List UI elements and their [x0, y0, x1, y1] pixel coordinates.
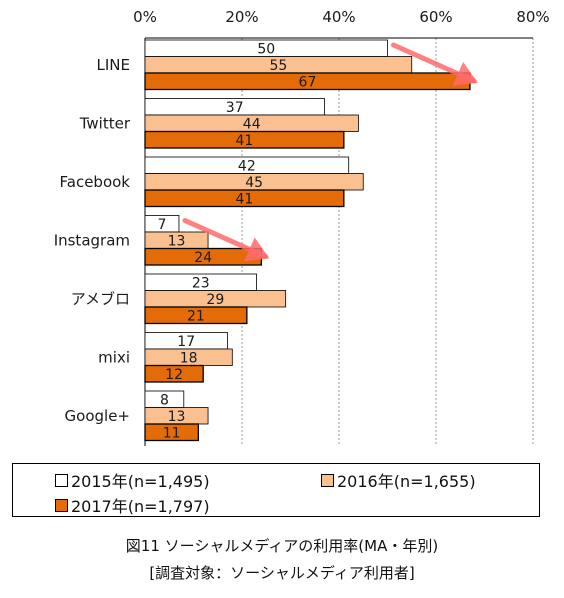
legend-swatch-2015: [55, 473, 68, 487]
bar-mixi-2: [144, 364, 204, 383]
category-labels: LINE Twitter Facebook Instagram アメブロ mixi Goog…: [54, 56, 131, 425]
bar-value-1-0: 37: [226, 100, 244, 116]
tick-label-40: 40%: [322, 8, 355, 26]
bar-value-2-0: 42: [238, 159, 256, 175]
bar-value-0-1: 55: [269, 58, 287, 74]
trend-arrows: [182, 42, 478, 262]
bar-value-5-0: 17: [177, 334, 195, 350]
bar-Facebook-2: [144, 189, 345, 208]
legend-label-2016: 2016年(n=1,655): [337, 472, 476, 491]
bar-value-3-2: 24: [194, 250, 212, 266]
bar-value-6-0: 8: [160, 393, 169, 409]
legend-label-2015: 2015年(n=1,495): [71, 472, 210, 491]
bar-value-5-2: 12: [165, 367, 183, 383]
tick-label-0: 0%: [133, 8, 157, 26]
x-axis-ticks: 0% 20% 40% 60% 80%: [133, 8, 550, 26]
legend-swatch-2016: [321, 473, 334, 487]
bar-value-4-1: 29: [206, 292, 224, 308]
bar-value-2-1: 45: [245, 175, 263, 191]
category-label-5: mixi: [98, 348, 130, 366]
bar-value-1-1: 44: [243, 117, 261, 133]
legend: 2015年(n=1,495) 2016年(n=1,655) 2017年(n=1,…: [12, 463, 540, 517]
bar-value-5-1: 18: [180, 351, 198, 367]
trend-arrow-head-0: [452, 62, 478, 86]
bar-value-1-2: 41: [236, 133, 254, 149]
legend-item-2015: 2015年(n=1,495): [55, 468, 210, 492]
bar-Twitter-2: [144, 130, 345, 149]
bar-value-6-1: 13: [168, 409, 186, 425]
category-label-1: Twitter: [79, 114, 131, 132]
figure-caption: 図11 ソーシャルメディアの利用率(MA・年別): [125, 537, 439, 555]
bar-アメブロ-2: [144, 306, 248, 325]
bar-value-0-2: 67: [299, 75, 317, 91]
bar-Google+-2: [144, 423, 199, 442]
bar-value-4-0: 23: [192, 276, 210, 292]
tick-label-80: 80%: [516, 8, 549, 26]
category-label-2: Facebook: [60, 173, 131, 191]
tick-label-20: 20%: [225, 8, 258, 26]
bar-chart: 0% 20% 40% 60% 80% LINE Twitter Facebook Instag…: [54, 8, 550, 446]
bar-value-2-2: 41: [236, 192, 254, 208]
category-label-0: LINE: [97, 56, 130, 74]
legend-swatch-2017: [55, 498, 68, 512]
trend-arrow-head-1: [244, 237, 270, 262]
bar-value-6-2: 11: [163, 426, 181, 442]
bar-value-4-2: 21: [187, 309, 205, 325]
bar-value-3-0: 7: [158, 217, 167, 233]
bar-value-3-1: 13: [168, 234, 186, 250]
bar-value-0-0: 50: [257, 42, 275, 58]
category-label-3: Instagram: [54, 231, 130, 249]
legend-label-2017: 2017年(n=1,797): [71, 497, 210, 516]
tick-label-60: 60%: [419, 8, 452, 26]
figure-subcaption: [調査対象：ソーシャルメディア利用者]: [149, 564, 415, 582]
legend-item-2017: 2017年(n=1,797): [55, 493, 210, 517]
category-label-6: Google+: [65, 407, 130, 425]
legend-item-2016: 2016年(n=1,655): [321, 468, 476, 492]
category-label-4: アメブロ: [71, 290, 130, 308]
